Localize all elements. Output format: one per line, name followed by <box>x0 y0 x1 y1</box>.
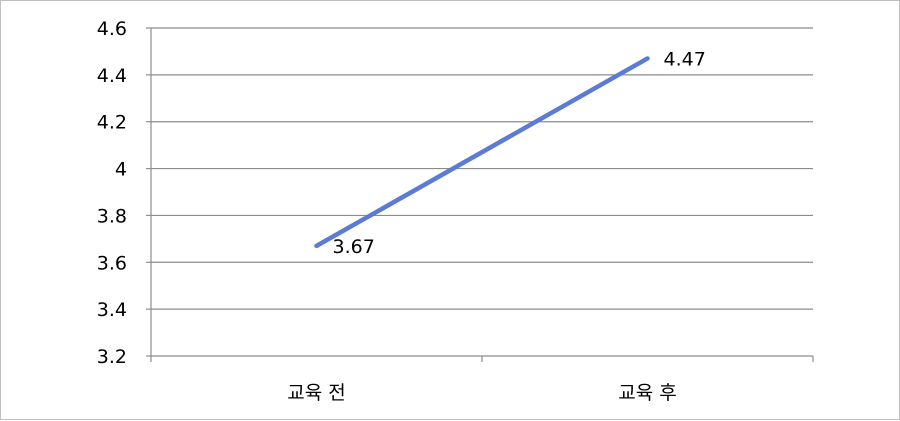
data-label: 4.47 <box>664 48 706 70</box>
y-tick-label: 4 <box>115 159 127 181</box>
data-label: 3.67 <box>333 236 375 258</box>
y-tick-label: 4.4 <box>97 65 127 87</box>
y-tick-label: 4.6 <box>97 18 127 40</box>
x-category-label: 교육 후 <box>618 382 676 404</box>
y-tick-label: 3.8 <box>97 205 127 227</box>
series-line <box>317 58 648 245</box>
y-tick-label: 3.4 <box>97 299 127 321</box>
y-tick-label: 3.6 <box>97 252 127 274</box>
x-category-label: 교육 전 <box>287 382 345 404</box>
y-tick-label: 4.2 <box>97 112 127 134</box>
y-tick-label: 3.2 <box>97 346 127 368</box>
